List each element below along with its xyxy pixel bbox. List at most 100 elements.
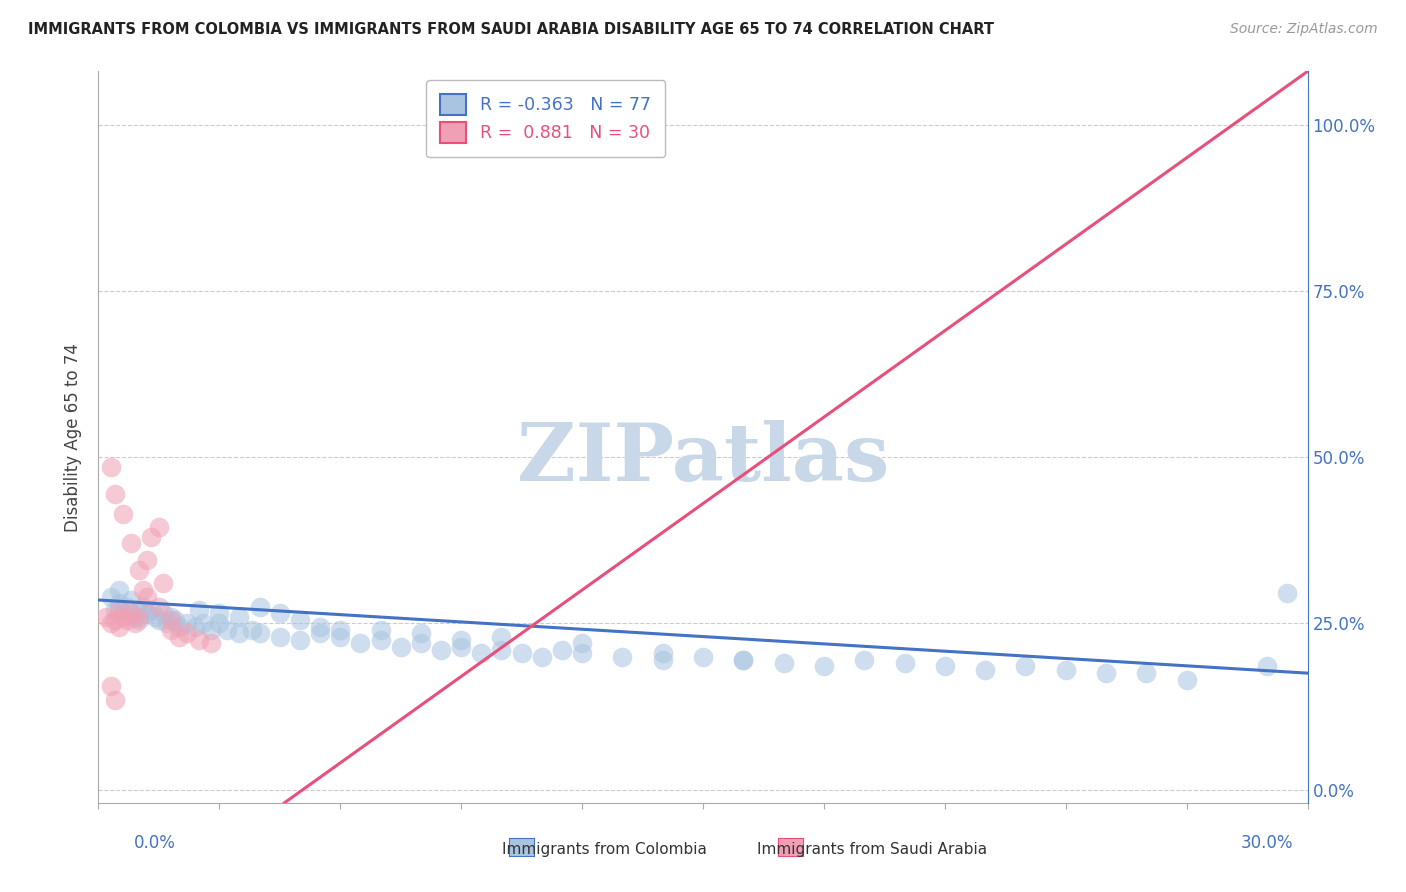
Point <box>349 636 371 650</box>
Point <box>934 659 956 673</box>
Point <box>132 599 155 614</box>
Point <box>135 607 157 621</box>
Point <box>309 619 332 633</box>
Point <box>329 623 352 637</box>
Point <box>100 590 122 604</box>
Point <box>200 636 222 650</box>
Legend: R = -0.363   N = 77, R =  0.881   N = 30: R = -0.363 N = 77, R = 0.881 N = 30 <box>426 80 665 157</box>
Point <box>208 607 231 621</box>
Point <box>184 619 207 633</box>
Point <box>103 486 125 500</box>
Point <box>1095 666 1118 681</box>
Point <box>1256 659 1278 673</box>
Point <box>128 603 150 617</box>
Point <box>612 649 634 664</box>
Point <box>370 632 392 647</box>
Point <box>329 630 352 644</box>
Point <box>115 613 138 627</box>
Point <box>853 653 876 667</box>
Point <box>269 607 291 621</box>
Point <box>309 626 332 640</box>
Point <box>148 613 170 627</box>
Point <box>1054 663 1077 677</box>
Point <box>733 653 755 667</box>
Point <box>249 599 271 614</box>
Point <box>176 616 198 631</box>
Point <box>120 593 142 607</box>
Point <box>470 646 492 660</box>
Point <box>651 646 673 660</box>
Point <box>249 626 271 640</box>
Point <box>128 563 150 577</box>
Point <box>135 590 157 604</box>
Point <box>228 626 250 640</box>
Point <box>491 630 513 644</box>
Point <box>188 632 211 647</box>
Point <box>100 680 122 694</box>
Point <box>389 640 412 654</box>
Point <box>167 619 190 633</box>
Point <box>107 582 129 597</box>
Point <box>160 609 183 624</box>
Point <box>193 616 215 631</box>
Point <box>152 576 174 591</box>
Point <box>132 582 155 597</box>
Point <box>409 636 432 650</box>
Point <box>530 649 553 664</box>
Point <box>107 596 129 610</box>
Point <box>120 607 142 621</box>
Point <box>692 649 714 664</box>
Point <box>772 656 794 670</box>
Point <box>571 636 593 650</box>
Point <box>1135 666 1157 681</box>
Point <box>370 623 392 637</box>
Text: IMMIGRANTS FROM COLOMBIA VS IMMIGRANTS FROM SAUDI ARABIA DISABILITY AGE 65 TO 74: IMMIGRANTS FROM COLOMBIA VS IMMIGRANTS F… <box>28 22 994 37</box>
Point <box>893 656 915 670</box>
Text: Immigrants from Saudi Arabia: Immigrants from Saudi Arabia <box>756 842 987 856</box>
Point <box>733 653 755 667</box>
Point <box>128 613 150 627</box>
Point <box>288 613 311 627</box>
Point <box>974 663 997 677</box>
Text: ZIPatlas: ZIPatlas <box>517 420 889 498</box>
Point <box>107 619 129 633</box>
Point <box>430 643 453 657</box>
Point <box>208 616 231 631</box>
Point <box>651 653 673 667</box>
Point <box>124 616 146 631</box>
Point <box>148 520 170 534</box>
Point <box>156 616 179 631</box>
Point <box>103 603 125 617</box>
Point <box>450 640 472 654</box>
Point <box>200 623 222 637</box>
Point <box>160 613 183 627</box>
Point <box>167 630 190 644</box>
Point <box>107 603 129 617</box>
Point <box>409 626 432 640</box>
Point <box>135 553 157 567</box>
Point <box>188 603 211 617</box>
Point <box>100 616 122 631</box>
Point <box>813 659 835 673</box>
Point <box>143 609 166 624</box>
Y-axis label: Disability Age 65 to 74: Disability Age 65 to 74 <box>65 343 83 532</box>
Point <box>450 632 472 647</box>
Point <box>139 603 162 617</box>
Point <box>217 623 239 637</box>
Point <box>288 632 311 647</box>
Point <box>1175 673 1198 687</box>
Text: 30.0%: 30.0% <box>1241 834 1294 852</box>
Point <box>103 613 125 627</box>
Point <box>269 630 291 644</box>
Point <box>100 460 122 475</box>
Point <box>124 609 146 624</box>
Point <box>228 609 250 624</box>
Point <box>115 599 138 614</box>
Point <box>120 536 142 550</box>
Point <box>128 609 150 624</box>
Point <box>111 507 134 521</box>
Point <box>111 607 134 621</box>
Point <box>571 646 593 660</box>
Point <box>1014 659 1036 673</box>
Point <box>163 613 186 627</box>
